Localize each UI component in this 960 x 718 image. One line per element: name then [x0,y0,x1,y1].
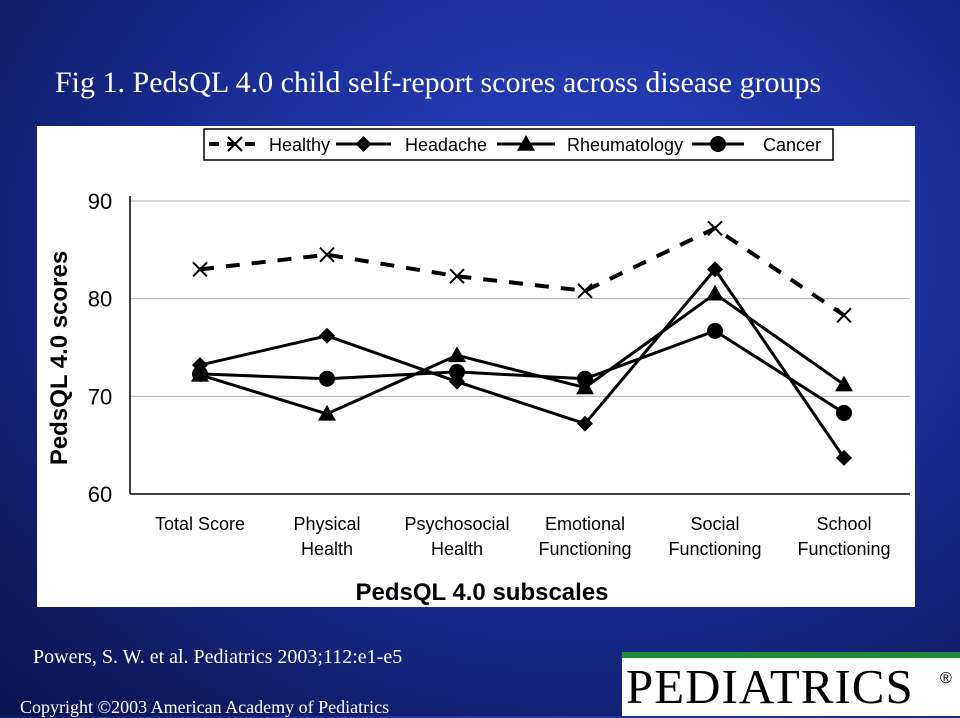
data-point-rheumatology [706,284,724,301]
y-axis-title: PedsQL 4.0 scores [46,251,73,465]
logo-wordmark: PEDIATRICS [626,659,914,714]
legend-label: Healthy [269,135,330,155]
legend-label: Rheumatology [567,135,683,155]
data-point-healthy [449,268,465,284]
data-point-healthy [577,283,593,299]
series-line-healthy [199,226,846,317]
data-point-cancer [319,370,335,387]
legend-label: Headache [405,135,487,155]
x-category-label: Physical [293,514,360,534]
slide-title: Fig 1. PedsQL 4.0 child self-report scor… [55,66,822,99]
series-line-cancer [199,329,845,415]
x-category-label: Functioning [668,539,761,559]
x-category-label: Psychosocial [404,514,509,534]
x-category-label: Emotional [545,514,625,534]
line-chart: 90 80 70 60 PedsQL 4.0 scores Total Score Phys… [46,128,910,606]
chart-panel: 90 80 70 60 PedsQL 4.0 scores Total Score Phys… [37,126,915,607]
x-category-label: Functioning [538,539,631,559]
x-category-label: Health [431,539,483,559]
y-tick-label: 70 [88,384,112,409]
data-point-healthy [319,247,335,263]
legend-marker-cancer [710,136,726,152]
y-tick-label: 80 [88,287,112,312]
x-category-label: Functioning [797,539,890,559]
data-point-headache [192,357,208,374]
series-line-headache [199,266,846,459]
data-point-headache [836,449,852,466]
data-point-headache [577,415,593,432]
data-point-headache [319,327,335,344]
x-axis-title: PedsQL 4.0 subscales [355,579,608,606]
data-point-cancer [577,370,593,387]
y-tick-label: 90 [88,189,112,214]
data-point-headache [707,261,723,278]
data-point-rheumatology [448,346,466,363]
data-point-healthy [836,307,852,323]
data-point-cancer [836,404,852,421]
data-point-rheumatology [318,404,336,421]
legend-marker-healthy [227,136,243,152]
data-point-healthy [192,261,208,278]
copyright-notice: Copyright ©2003 American Academy of Pedi… [20,697,390,717]
logo-accent-bar [622,652,960,658]
data-point-healthy [707,220,723,237]
legend-marker-rheumatology [517,135,535,151]
x-category-label: Health [301,539,353,559]
pediatrics-logo: PEDIATRICS ® [622,652,960,716]
citation: Powers, S. W. et al. Pediatrics 2003;112… [33,646,403,668]
x-category-label: Total Score [155,514,245,534]
x-category-label: Social [690,514,739,534]
registered-mark: ® [940,670,952,687]
data-point-cancer [707,322,723,339]
legend-label: Cancer [763,135,821,155]
data-point-cancer [192,365,208,382]
y-tick-label: 60 [88,482,112,507]
data-point-cancer [449,363,465,380]
data-point-rheumatology [835,375,853,392]
legend-marker-headache [355,136,372,152]
series-line-rheumatology [199,291,845,416]
x-category-label: School [816,514,871,534]
